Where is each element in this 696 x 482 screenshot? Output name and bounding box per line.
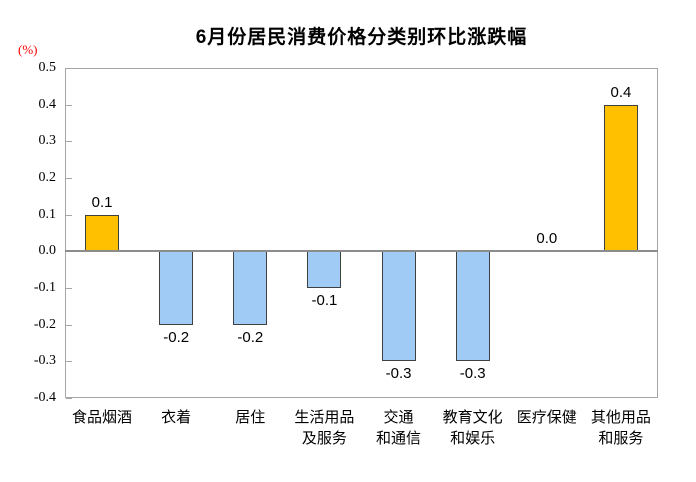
y-axis-unit-label: (%): [18, 42, 38, 57]
value-label: -0.3: [459, 365, 486, 383]
y-tick-mark: [66, 215, 72, 216]
y-tick-mark: [66, 68, 72, 69]
y-tick-label: -0.1: [33, 280, 56, 295]
value-label: -0.2: [163, 328, 190, 346]
bar-交通和通信: [381, 251, 416, 362]
x-axis-label-交通和通信: 交通 和通信: [376, 409, 422, 447]
y-tick-label: 0.0: [38, 243, 57, 259]
x-axis-label-居住: 居住: [235, 409, 266, 426]
value-label: 0.1: [91, 193, 113, 211]
y-tick-label: 0.4: [38, 96, 57, 112]
bar-其他用品和服务: [603, 104, 638, 252]
y-tick-mark: [66, 361, 72, 362]
y-tick-label: 0.3: [38, 133, 57, 149]
y-tick-mark: [66, 398, 72, 399]
y-tick-mark: [66, 288, 72, 289]
y-tick-mark: [66, 178, 72, 179]
y-tick-label: -0.3: [33, 353, 56, 369]
x-axis-label-生活用品及服务: 生活用品 及服务: [294, 409, 355, 447]
bar-居住: [233, 251, 268, 325]
plot-area: [65, 68, 658, 398]
y-tick-mark: [66, 325, 72, 326]
y-tick-label: 0.5: [38, 60, 57, 75]
y-tick-label: -0.4: [33, 390, 56, 405]
value-label: -0.3: [385, 365, 412, 383]
value-label: 0.4: [610, 83, 632, 101]
bar-生活用品及服务: [307, 251, 342, 288]
zero-axis-line: [65, 250, 658, 253]
x-axis-label-教育文化和娱乐: 教育文化 和娱乐: [442, 409, 503, 447]
y-tick-label: 0.2: [38, 170, 57, 185]
x-axis-label-衣着: 衣着: [161, 409, 192, 426]
y-tick-label: -0.2: [33, 316, 56, 332]
chart-title: 6月份居民消费价格分类别环比涨跌幅: [195, 27, 528, 48]
bar-食品烟酒: [85, 214, 120, 252]
value-label: 0.0: [536, 230, 558, 248]
x-axis-label-其他用品和服务: 其他用品 和服务: [590, 409, 651, 447]
bar-教育文化和娱乐: [455, 251, 490, 362]
y-tick-mark: [66, 105, 72, 106]
x-axis-label-医疗保健: 医疗保健: [516, 409, 577, 426]
bar-衣着: [159, 251, 194, 325]
x-axis-label-食品烟酒: 食品烟酒: [72, 409, 133, 426]
y-tick-mark: [66, 141, 72, 142]
value-label: -0.2: [237, 328, 264, 346]
y-tick-label: 0.1: [38, 206, 57, 222]
value-label: -0.1: [311, 292, 338, 309]
